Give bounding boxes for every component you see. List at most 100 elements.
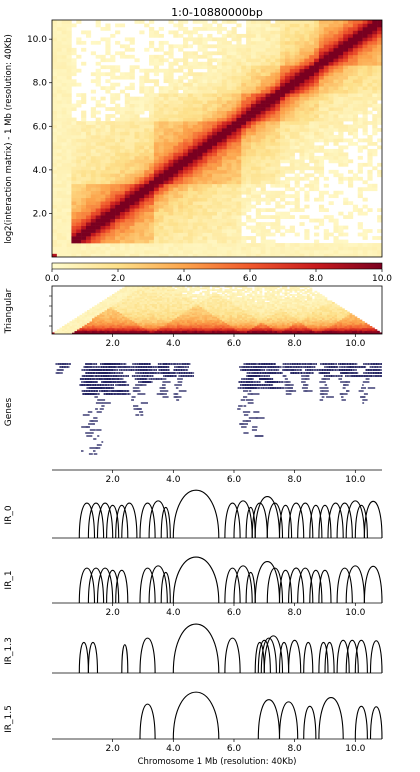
heatmap-cell xyxy=(299,51,305,56)
triangle-cell xyxy=(132,287,135,290)
triangle-cell xyxy=(169,287,173,290)
triangle-cell xyxy=(109,303,113,306)
heatmap-cell xyxy=(124,159,130,164)
heatmap-cell xyxy=(187,208,194,212)
triangle-cell xyxy=(59,327,63,330)
heatmap-cell xyxy=(352,86,359,91)
heatmap-cell xyxy=(221,68,227,73)
heatmap-cell xyxy=(236,253,242,257)
heatmap-cell xyxy=(178,225,184,230)
triangle-cell xyxy=(114,302,118,304)
heatmap-cell xyxy=(90,225,96,230)
heatmap-cell xyxy=(202,54,208,59)
heatmap-cell xyxy=(144,72,150,77)
heatmap-cell xyxy=(314,107,320,111)
triangle-cell xyxy=(162,290,165,293)
heatmap-cell xyxy=(362,128,368,132)
triangle-cell xyxy=(162,286,165,288)
triangle-cell xyxy=(117,303,120,306)
heatmap-cell xyxy=(183,236,189,240)
heatmap-cell xyxy=(81,197,87,202)
triangle-cell xyxy=(154,298,158,301)
heatmap-cell xyxy=(52,93,58,97)
heatmap-cell xyxy=(236,110,242,115)
heatmap-cell xyxy=(95,61,101,66)
heatmap-cell xyxy=(246,236,252,240)
triangle-cell xyxy=(117,329,120,332)
heatmap-cell xyxy=(318,222,325,226)
heatmap-cell xyxy=(260,128,266,132)
heatmap-cell xyxy=(153,225,160,230)
heatmap-cell xyxy=(119,201,126,206)
triangle-cell xyxy=(142,316,145,319)
heatmap-cell xyxy=(318,121,325,125)
heatmap-cell xyxy=(52,110,58,115)
heatmap-cell xyxy=(183,61,189,66)
heatmap-cell xyxy=(183,54,189,59)
heatmap-cell xyxy=(275,211,281,216)
triangle-cell xyxy=(134,321,138,324)
heatmap-cell xyxy=(158,229,164,233)
heatmap-cell xyxy=(105,183,111,188)
heatmap-cell xyxy=(294,82,300,87)
heatmap-cell xyxy=(212,159,218,164)
triangle-cell xyxy=(104,324,108,327)
heatmap-cell xyxy=(328,68,334,73)
heatmap-cell xyxy=(255,114,261,118)
heatmap-cell xyxy=(241,68,247,73)
heatmap-cell xyxy=(241,243,247,247)
heatmap-cell xyxy=(139,218,145,223)
heatmap-cell xyxy=(289,155,295,160)
heatmap-cell xyxy=(289,110,295,115)
heatmap-cell xyxy=(124,225,130,230)
heatmap-cell xyxy=(119,204,126,209)
heatmap-cell xyxy=(323,236,329,240)
heatmap-cell xyxy=(61,65,67,70)
heatmap-cell xyxy=(217,250,223,254)
heatmap-cell xyxy=(289,44,295,49)
heatmap-cell xyxy=(95,215,101,219)
heatmap-cell xyxy=(309,114,315,118)
heatmap-cell xyxy=(207,44,213,49)
heatmap-cell xyxy=(95,82,101,87)
heatmap-cell xyxy=(304,152,310,157)
triangle-cell xyxy=(169,326,173,328)
heatmap-cell xyxy=(236,47,242,52)
heatmap-cell xyxy=(158,40,164,45)
heatmap-cell xyxy=(304,72,310,77)
heatmap-cell xyxy=(212,135,218,139)
heatmap-cell xyxy=(260,75,266,80)
heatmap-cell xyxy=(124,236,130,240)
heatmap-cell xyxy=(178,96,184,101)
heatmap-cell xyxy=(270,44,276,49)
heatmap-cell xyxy=(343,65,349,70)
heatmap-cell xyxy=(129,54,135,59)
heatmap-cell xyxy=(81,190,87,195)
heatmap-cell xyxy=(212,100,218,104)
heatmap-cell xyxy=(85,232,92,237)
heatmap-cell xyxy=(119,114,126,118)
triangle-cell xyxy=(124,292,128,295)
heatmap-cell xyxy=(52,58,58,63)
heatmap-cell xyxy=(217,152,223,157)
triangle-cell xyxy=(154,327,158,330)
heatmap-cell xyxy=(95,152,101,157)
heatmap-cell xyxy=(270,138,276,143)
heatmap-cell xyxy=(309,250,315,254)
heatmap-cell xyxy=(52,103,58,108)
heatmap-cell xyxy=(236,138,242,143)
heatmap-cell xyxy=(314,218,320,223)
heatmap-cell xyxy=(95,225,101,230)
heatmap-cell xyxy=(110,124,116,129)
heatmap-cell xyxy=(270,82,276,87)
heatmap-cell xyxy=(275,201,281,206)
heatmap-cell xyxy=(304,176,310,181)
heatmap-cell xyxy=(231,58,237,63)
triangle-cell xyxy=(152,316,155,319)
heatmap-cell xyxy=(149,93,155,97)
heatmap-cell xyxy=(105,173,111,178)
triangle-cell xyxy=(152,327,155,330)
triangle-cell xyxy=(169,290,173,293)
heatmap-cell xyxy=(144,93,150,97)
triangle-cell xyxy=(119,306,123,309)
